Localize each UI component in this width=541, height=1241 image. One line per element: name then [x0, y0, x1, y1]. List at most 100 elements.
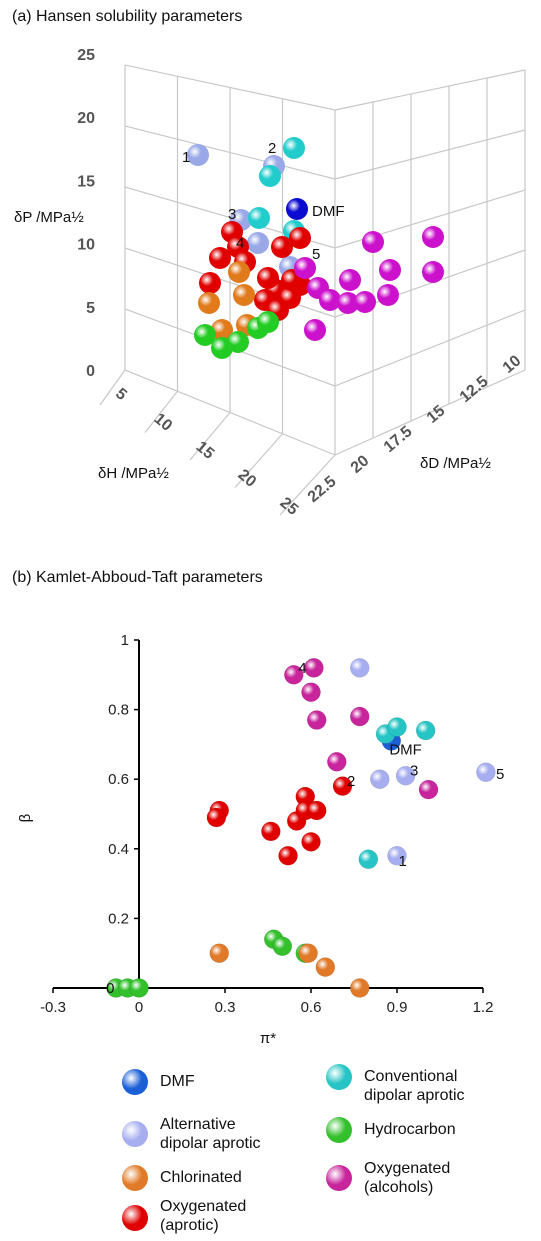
legend-label: Oxygenated (alcohols): [364, 1160, 451, 1196]
data-point: [387, 717, 407, 737]
data-point: [327, 752, 347, 772]
data-point: [283, 137, 305, 159]
legend-item-alcohols: Oxygenated (alcohols): [326, 1159, 450, 1197]
y-axis-label: β: [17, 813, 34, 822]
grid-line: [124, 64, 336, 111]
data-point: [284, 665, 304, 685]
x-tick-label: 0.9: [387, 999, 408, 1016]
data-point: [377, 284, 399, 306]
legend-swatch: [122, 1069, 148, 1095]
data-point: [415, 720, 436, 741]
data-point: [199, 272, 221, 294]
data-point: [187, 144, 209, 166]
h-axis-label: δH /MPa½: [98, 465, 169, 482]
grid-line: [124, 125, 336, 180]
legend-swatch: [122, 1205, 148, 1231]
legend-label: Conventional dipolar aprotic: [364, 1068, 465, 1104]
grid-line: [234, 433, 283, 488]
data-point: [248, 207, 270, 229]
data-point: [349, 658, 370, 678]
data-point: [129, 978, 149, 998]
z-tick-label: 5: [86, 300, 95, 317]
data-point: [257, 311, 279, 333]
grid-line: [189, 412, 231, 461]
point-annotation: 4: [298, 660, 306, 677]
data-point: [227, 331, 249, 353]
y-tick-label: 0.4: [108, 841, 129, 858]
hansen-3d-chart: 05101520255101520251012.51517.52022.5δP …: [14, 47, 526, 519]
point-annotation: DMF: [389, 742, 422, 759]
legend-swatch: [326, 1165, 352, 1191]
data-point: [395, 765, 416, 786]
legend-label: Oxygenated (aprotic): [160, 1198, 247, 1234]
z-axis-label: δP /MPa½: [14, 209, 84, 226]
panel-b-title: (b) Kamlet-Abboud-Taft parameters: [12, 569, 263, 586]
grid-line: [99, 369, 126, 406]
chart-legend: DMF Conventional dipolar aprotic Alterna…: [0, 1062, 541, 1237]
data-point: [294, 257, 316, 279]
y-tick-label: 0.6: [108, 771, 129, 788]
legend-swatch: [122, 1121, 148, 1147]
grid-line: [279, 454, 336, 516]
data-point: [349, 978, 370, 998]
legend-label: Chlorinated: [160, 1169, 242, 1186]
data-point: [228, 261, 250, 283]
legend-label: Hydrocarbon: [364, 1121, 456, 1138]
x-tick-label: 0: [135, 999, 143, 1016]
grid-line: [334, 369, 526, 456]
data-point: [422, 261, 444, 283]
data-point: [304, 658, 324, 678]
data-point: [261, 821, 281, 842]
data-point: [289, 227, 311, 249]
data-point: [337, 292, 359, 314]
x-tick-label: 1.2: [473, 999, 494, 1016]
data-point: [209, 943, 230, 963]
data-point: [476, 762, 496, 782]
data-point: [362, 231, 384, 253]
kat-scatter-chart: -0.3 0 0.3 0.6 0.9 1.2 0.2 0.4 0.6 0.8 1 π* β 4 DMF 2 3 5…: [17, 632, 504, 1047]
data-point: [422, 226, 444, 248]
data-point: [349, 706, 370, 727]
z-tick-label: 25: [77, 47, 95, 64]
panel-a-title: (a) Hansen solubility parameters: [12, 8, 243, 25]
point-annotation: DMF: [312, 203, 345, 220]
data-point: [209, 247, 231, 269]
point-annotation: 3: [228, 206, 236, 223]
data-point: [379, 259, 401, 281]
point-annotation: 5: [496, 766, 504, 783]
point-annotation: 1: [182, 149, 190, 166]
x-tick-label: 0.6: [301, 999, 322, 1016]
data-point: [319, 289, 341, 311]
legend-swatch: [326, 1064, 352, 1090]
data-point: [198, 292, 220, 314]
x-tick-label: -0.3: [40, 999, 66, 1016]
data-point: [257, 267, 279, 289]
legend-item-chlorinated: Chlorinated: [122, 1165, 242, 1191]
data-point: [211, 319, 233, 341]
legend-item-alternative: Alternative dipolar aprotic: [122, 1115, 261, 1153]
grid-line: [144, 390, 178, 433]
data-point: [358, 849, 379, 869]
grid-line: [334, 309, 526, 387]
data-point: [332, 776, 353, 796]
y-tick-label: 0.8: [108, 702, 129, 719]
point-annotation: 4: [236, 235, 244, 252]
grid-line: [124, 247, 336, 318]
legend-label: Alternative dipolar aprotic: [160, 1116, 261, 1152]
data-point: [233, 284, 255, 306]
y-tick-label: 0.2: [108, 910, 129, 927]
legend-item-dmf: DMF: [122, 1069, 195, 1095]
data-point: [259, 165, 281, 187]
data-point: [418, 779, 439, 800]
legend-swatch: [326, 1117, 352, 1143]
point-annotation: 2: [347, 773, 355, 790]
data-point: [306, 710, 327, 730]
d-axis-label: δD /MPa½: [420, 455, 491, 472]
legend-label: DMF: [160, 1073, 195, 1090]
data-point: [306, 800, 327, 821]
data-point: [271, 236, 293, 258]
z-tick-label: 20: [77, 110, 95, 127]
data-point: [339, 269, 361, 291]
legend-item-hydrocarbon: Hydrocarbon: [326, 1117, 456, 1143]
data-point: [278, 846, 298, 866]
